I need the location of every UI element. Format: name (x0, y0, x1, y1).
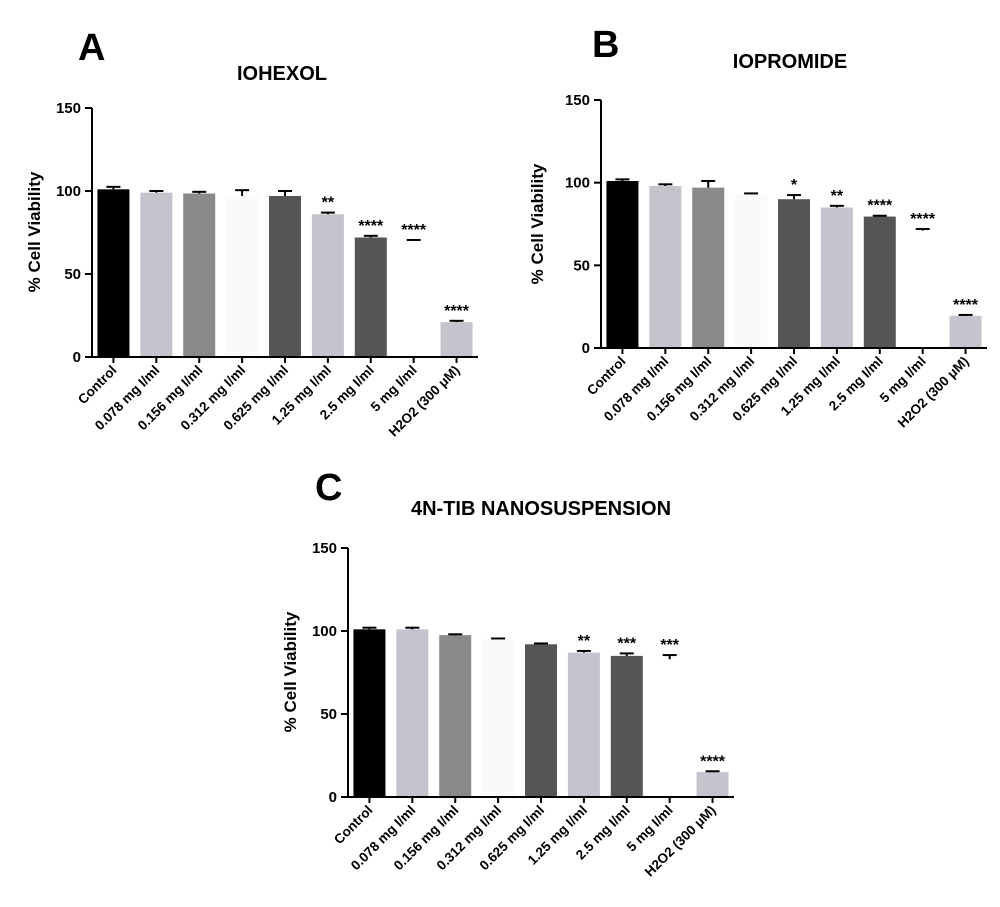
y-tick-label: 50 (573, 257, 590, 274)
significance-label: **** (444, 303, 470, 320)
bar (140, 192, 173, 357)
bar (567, 652, 600, 797)
significance-label: ** (322, 195, 335, 212)
bar (863, 216, 896, 348)
significance-label: * (791, 177, 798, 194)
chart-title: IOHEXOL (237, 63, 327, 85)
panel-letter-b: B (592, 24, 619, 66)
significance-label: ** (831, 188, 844, 205)
y-tick-label: 100 (565, 175, 590, 192)
panel-letter-c: C (315, 467, 342, 509)
chart-iopromide: IOPROMIDE% Cell Viability ***************… (528, 51, 987, 430)
bar (649, 185, 682, 348)
y-tick-label: 150 (56, 100, 81, 117)
bar (397, 240, 430, 357)
y-tick-label: 100 (56, 183, 81, 200)
y-tick-label: 50 (64, 266, 81, 283)
bar (906, 230, 939, 348)
chart-4n-tib-nanosuspension: 4N-TIB NANOSUSPENSION% Cell Viability ** *… (281, 498, 734, 879)
significance-label: **** (358, 218, 384, 235)
significance-label: **** (867, 198, 893, 215)
chart-title: 4N-TIB NANOSUSPENSION (411, 498, 671, 520)
y-axis-label: % Cell Viability (528, 163, 547, 284)
significance-label: **** (401, 222, 427, 239)
significance-label: **** (910, 211, 936, 228)
bar (226, 195, 259, 357)
y-tick-label: 50 (320, 706, 337, 723)
bar (525, 644, 557, 797)
bar (439, 635, 472, 797)
y-tick-label: 150 (312, 540, 337, 557)
significance-label: ** (578, 633, 591, 650)
y-axis-label: % Cell Viability (281, 611, 300, 732)
bar (353, 629, 386, 797)
bar (482, 639, 515, 797)
significance-label: **** (953, 297, 979, 314)
bar (97, 189, 130, 357)
bar (692, 187, 725, 348)
bar (820, 207, 853, 348)
significance-label: *** (660, 637, 679, 654)
bar (949, 315, 982, 348)
y-tick-label: 100 (312, 623, 337, 640)
panel-letter-a: A (78, 27, 105, 69)
bar (735, 194, 768, 348)
y-tick-label: 0 (329, 789, 337, 806)
y-tick-label: 0 (73, 349, 81, 366)
bar (610, 655, 643, 797)
chart-title: IOPROMIDE (733, 51, 847, 73)
bar (696, 772, 729, 797)
y-tick-label: 150 (565, 92, 590, 109)
significance-label: **** (700, 753, 726, 770)
bar (311, 214, 344, 357)
chart-iohexol: IOHEXOL% Cell Viability ****** ********050… (25, 63, 478, 439)
bar (606, 181, 639, 348)
y-tick-label: 0 (582, 340, 590, 357)
bar (354, 237, 387, 357)
bar (440, 322, 473, 357)
significance-label: *** (617, 635, 636, 652)
bar (269, 195, 301, 357)
bar (183, 193, 216, 357)
bar (778, 199, 810, 348)
bar (396, 629, 429, 797)
bar (653, 659, 686, 797)
y-axis-label: % Cell Viability (25, 171, 44, 292)
